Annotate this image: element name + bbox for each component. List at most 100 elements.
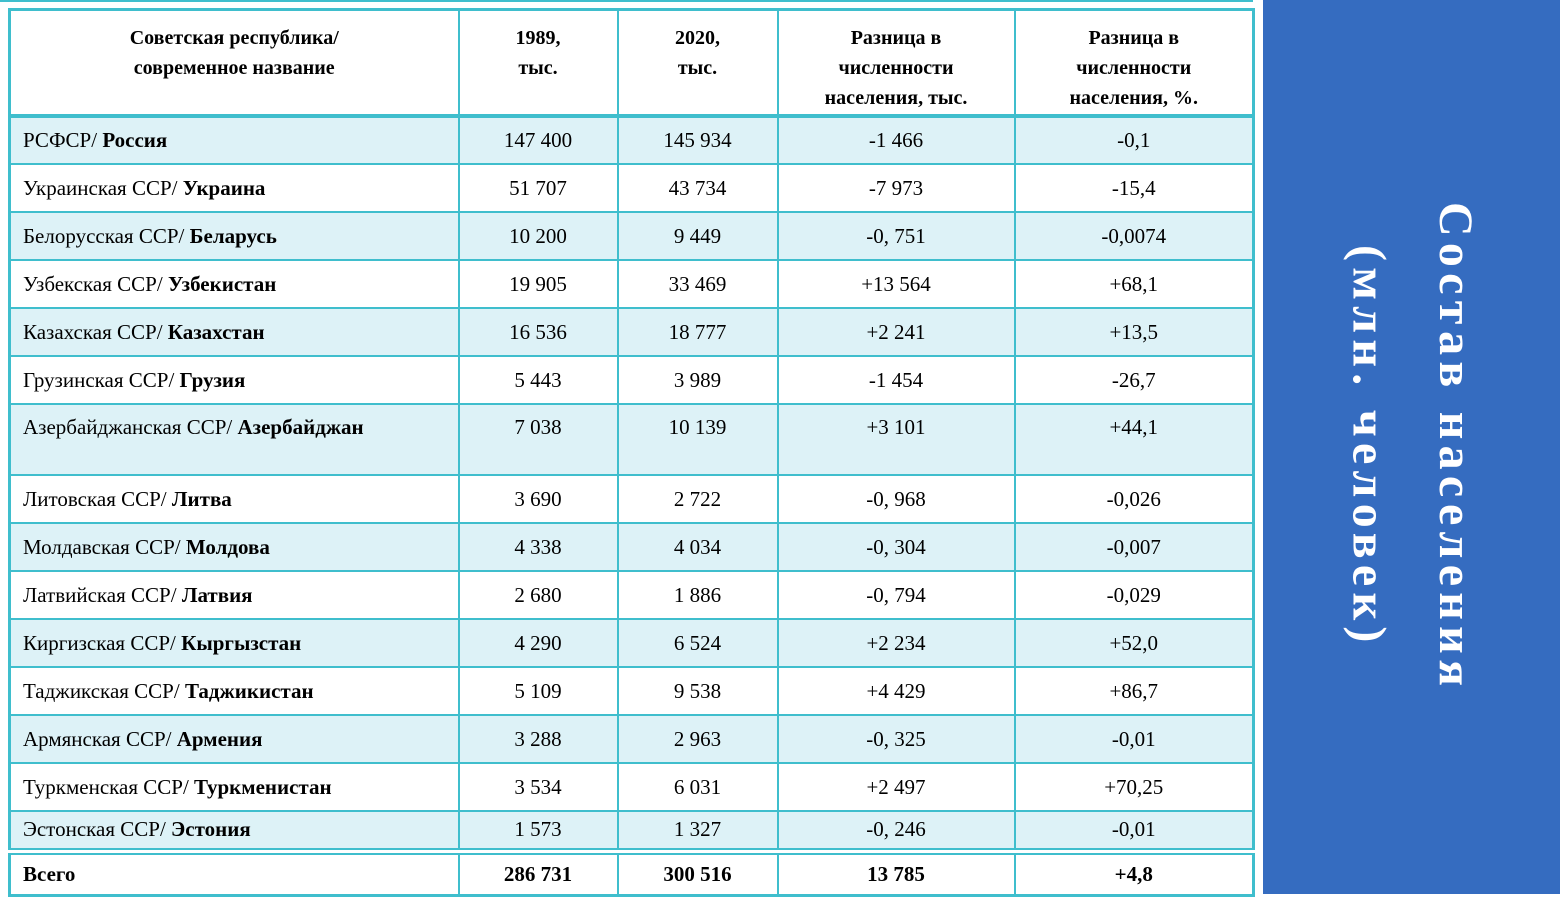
diff-percent-cell: +44,1 bbox=[1013, 403, 1255, 476]
soviet-name: Казахская ССР/ bbox=[23, 319, 163, 344]
diff-thousands-cell: -0, 304 bbox=[776, 522, 1016, 572]
diff-thousands-cell: -0, 751 bbox=[776, 211, 1016, 261]
modern-name: Грузия bbox=[179, 367, 246, 392]
soviet-name: Киргизская ССР/ bbox=[23, 630, 176, 655]
total-2020: 300 516 bbox=[616, 847, 779, 896]
diff-thousands-cell: +13 564 bbox=[776, 259, 1016, 309]
table-row: Азербайджанская ССР/ Азербайджан 7 038 1… bbox=[8, 403, 1255, 476]
pop-2020-cell: 4 034 bbox=[616, 522, 779, 572]
diff-percent-cell: -26,7 bbox=[1013, 355, 1255, 405]
diff-percent-cell: -0,01 bbox=[1013, 714, 1255, 764]
modern-name: Азербайджан bbox=[237, 415, 364, 439]
pop-2020-cell: 145 934 bbox=[616, 115, 779, 165]
diff-percent-cell: +70,25 bbox=[1013, 762, 1255, 812]
total-1989: 286 731 bbox=[457, 847, 619, 896]
pop-2020-cell: 6 524 bbox=[616, 618, 779, 668]
soviet-name: Молдавская ССР/ bbox=[23, 534, 181, 559]
table-row: Латвийская ССР/ Латвия 2 680 1 886 -0, 7… bbox=[8, 570, 1255, 620]
pop-1989-cell: 5 443 bbox=[457, 355, 619, 405]
modern-name: Литва bbox=[171, 486, 232, 511]
diff-thousands-cell: +2 241 bbox=[776, 307, 1016, 357]
diff-percent-cell: -0,007 bbox=[1013, 522, 1255, 572]
pop-2020-cell: 2 963 bbox=[616, 714, 779, 764]
soviet-name: Эстонская ССР/ bbox=[23, 817, 166, 842]
diff-thousands-cell: -7 973 bbox=[776, 163, 1016, 213]
pop-1989-cell: 2 680 bbox=[457, 570, 619, 620]
diff-thousands-cell: +3 101 bbox=[776, 403, 1016, 476]
table-body: РСФСР/ Россия 147 400 145 934 -1 466 -0,… bbox=[8, 115, 1255, 852]
diff-percent-cell: +86,7 bbox=[1013, 666, 1255, 716]
pop-1989-cell: 16 536 bbox=[457, 307, 619, 357]
modern-name: Армения bbox=[176, 726, 263, 751]
pop-1989-cell: 3 534 bbox=[457, 762, 619, 812]
pop-2020-cell: 1 886 bbox=[616, 570, 779, 620]
total-diff: 13 785 bbox=[776, 847, 1016, 896]
pop-1989-cell: 3 288 bbox=[457, 714, 619, 764]
total-row: Всего 286 731 300 516 13 785 +4,8 bbox=[8, 847, 1255, 896]
pop-1989-cell: 1 573 bbox=[457, 810, 619, 852]
col-header-diff-percent: Разница в численности населения, %. bbox=[1013, 8, 1255, 118]
pop-1989-cell: 7 038 bbox=[457, 403, 619, 476]
pop-2020-cell: 9 538 bbox=[616, 666, 779, 716]
table-row: Эстонская ССР/ Эстония 1 573 1 327 -0, 2… bbox=[8, 810, 1255, 852]
republic-cell: Таджикская ССР/ Таджикистан bbox=[8, 666, 460, 716]
col-header-2020: 2020, тыс. bbox=[616, 8, 779, 118]
soviet-name: РСФСР/ bbox=[23, 128, 98, 152]
table-row: Киргизская ССР/ Кыргызстан 4 290 6 524 +… bbox=[8, 618, 1255, 668]
table-row: Молдавская ССР/ Молдова 4 338 4 034 -0, … bbox=[8, 522, 1255, 572]
table-row: Литовская ССР/ Литва 3 690 2 722 -0, 968… bbox=[8, 474, 1255, 524]
soviet-name: Азербайджанская ССР/ bbox=[23, 415, 233, 439]
table-row: Таджикская ССР/ Таджикистан 5 109 9 538 … bbox=[8, 666, 1255, 716]
soviet-name: Армянская ССР/ bbox=[23, 726, 172, 751]
diff-thousands-cell: -0, 246 bbox=[776, 810, 1016, 852]
republic-cell: Киргизская ССР/ Кыргызстан bbox=[8, 618, 460, 668]
republic-cell: Узбекская ССР/ Узбекистан bbox=[8, 259, 460, 309]
table-row: Казахская ССР/ Казахстан 16 536 18 777 +… bbox=[8, 307, 1255, 357]
diff-thousands-cell: +4 429 bbox=[776, 666, 1016, 716]
diff-thousands-cell: -1 466 bbox=[776, 115, 1016, 165]
pop-2020-cell: 9 449 bbox=[616, 211, 779, 261]
diff-thousands-cell: -0, 325 bbox=[776, 714, 1016, 764]
table-header: Советская республика/ современное назван… bbox=[8, 8, 1255, 118]
top-border-line bbox=[0, 0, 1253, 2]
pop-1989-cell: 10 200 bbox=[457, 211, 619, 261]
diff-percent-cell: -0,1 bbox=[1013, 115, 1255, 165]
col-header-1989: 1989, тыс. bbox=[457, 8, 619, 118]
modern-name: Молдова bbox=[185, 534, 270, 559]
pop-1989-cell: 51 707 bbox=[457, 163, 619, 213]
sidebar-title-line2: (млн. человек) bbox=[1342, 245, 1396, 649]
table-row: Украинская ССР/ Украина 51 707 43 734 -7… bbox=[8, 163, 1255, 213]
republic-cell: Украинская ССР/ Украина bbox=[8, 163, 460, 213]
modern-name: Таджикистан bbox=[184, 678, 314, 703]
diff-thousands-cell: +2 234 bbox=[776, 618, 1016, 668]
republic-cell: Литовская ССР/ Литва bbox=[8, 474, 460, 524]
pop-1989-cell: 147 400 bbox=[457, 115, 619, 165]
total-percent: +4,8 bbox=[1013, 847, 1255, 896]
soviet-name: Литовская ССР/ bbox=[23, 486, 167, 511]
modern-name: Кыргызстан bbox=[181, 630, 302, 655]
soviet-name: Белорусская ССР/ bbox=[23, 223, 185, 248]
modern-name: Эстония bbox=[171, 817, 251, 842]
soviet-name: Туркменская ССР/ bbox=[23, 774, 189, 799]
header-row: Советская республика/ современное назван… bbox=[8, 8, 1255, 118]
republic-cell: Азербайджанская ССР/ Азербайджан bbox=[8, 403, 460, 476]
table-row: Армянская ССР/ Армения 3 288 2 963 -0, 3… bbox=[8, 714, 1255, 764]
republic-cell: Эстонская ССР/ Эстония bbox=[8, 810, 460, 852]
diff-thousands-cell: -1 454 bbox=[776, 355, 1016, 405]
modern-name: Казахстан bbox=[167, 319, 265, 344]
pop-1989-cell: 5 109 bbox=[457, 666, 619, 716]
table-row: Белорусская ССР/ Беларусь 10 200 9 449 -… bbox=[8, 211, 1255, 261]
diff-percent-cell: +52,0 bbox=[1013, 618, 1255, 668]
table-footer: Всего 286 731 300 516 13 785 +4,8 bbox=[8, 847, 1255, 896]
pop-1989-cell: 19 905 bbox=[457, 259, 619, 309]
diff-percent-cell: -15,4 bbox=[1013, 163, 1255, 213]
pop-2020-cell: 2 722 bbox=[616, 474, 779, 524]
republic-cell: РСФСР/ Россия bbox=[8, 115, 460, 165]
table-row: Грузинская ССР/ Грузия 5 443 3 989 -1 45… bbox=[8, 355, 1255, 405]
total-label: Всего bbox=[8, 847, 460, 896]
diff-percent-cell: +13,5 bbox=[1013, 307, 1255, 357]
pop-2020-cell: 43 734 bbox=[616, 163, 779, 213]
soviet-name: Латвийская ССР/ bbox=[23, 582, 177, 607]
diff-percent-cell: -0,01 bbox=[1013, 810, 1255, 852]
